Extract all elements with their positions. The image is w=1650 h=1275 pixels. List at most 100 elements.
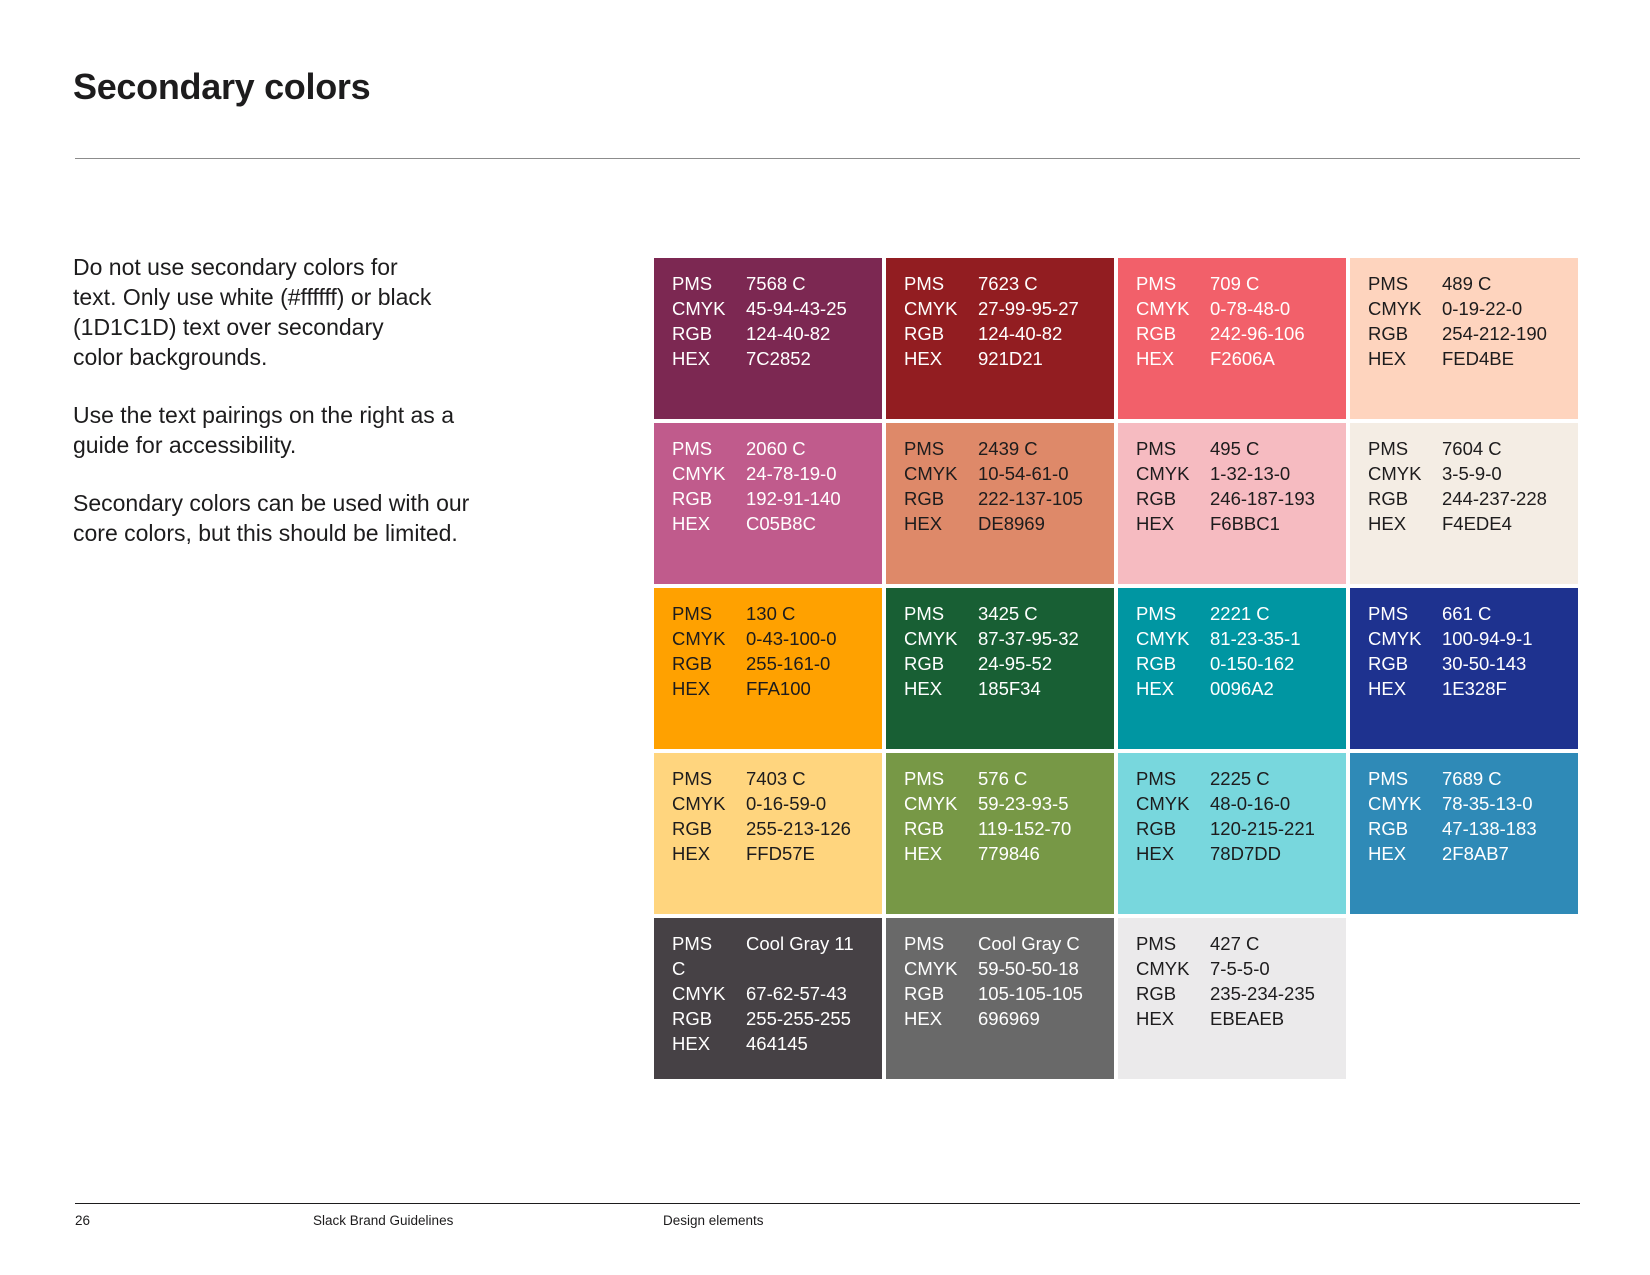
- page-title: Secondary colors: [73, 66, 371, 107]
- intro-paragraph: Use the text pairings on the right as a …: [73, 402, 454, 458]
- swatch-pms-label: PMS: [672, 768, 713, 789]
- swatch-hex-value: 78D7DD: [1210, 843, 1281, 864]
- swatch-hex-row: HEX 1E328F: [1368, 676, 1578, 701]
- swatch-cmyk-value: 87-37-95-32: [978, 628, 1079, 649]
- swatch-hex-value: 185F34: [978, 678, 1041, 699]
- swatch-rgb-label: RGB: [1136, 488, 1177, 509]
- swatch-hex-row: HEX C05B8C: [672, 511, 882, 536]
- swatch-hex-label: HEX: [904, 843, 943, 864]
- color-swatch: PMS 495 C CMYK 1-32-13-0 RGB 246-187-193 HEX F6…: [1118, 423, 1346, 584]
- swatch-rgb-value: 235-234-235: [1210, 983, 1315, 1004]
- swatch-cmyk-row: CMYK 59-50-50-18: [904, 956, 1114, 981]
- color-swatch: PMS 661 C CMYK 100-94-9-1 RGB 30-50-143 HEX 1E3…: [1350, 588, 1578, 749]
- swatch-cmyk-value: 0-43-100-0: [746, 628, 837, 649]
- swatch-cmyk-row: CMYK 10-54-61-0: [904, 461, 1114, 486]
- swatch-cmyk-value: 78-35-13-0: [1442, 793, 1533, 814]
- swatch-hex-value: 696969: [978, 1008, 1040, 1029]
- swatch-pms-value: 7568 C: [746, 273, 806, 294]
- swatch-cmyk-row: CMYK 0-78-48-0: [1136, 296, 1346, 321]
- swatch-rgb-row: RGB 244-237-228: [1368, 486, 1578, 511]
- swatch-hex-label: HEX: [1136, 1008, 1175, 1029]
- swatch-pms-label: PMS: [1368, 273, 1409, 294]
- swatch-cmyk-row: CMYK 48-0-16-0: [1136, 791, 1346, 816]
- swatch-pms-label: PMS: [904, 273, 945, 294]
- swatch-rgb-row: RGB 24-95-52: [904, 651, 1114, 676]
- swatch-hex-label: HEX: [1136, 843, 1175, 864]
- swatch-hex-row: HEX 185F34: [904, 676, 1114, 701]
- swatch-cmyk-value: 0-78-48-0: [1210, 298, 1291, 319]
- swatch-rgb-value: 124-40-82: [978, 323, 1063, 344]
- swatch-cmyk-value: 0-19-22-0: [1442, 298, 1523, 319]
- swatch-cmyk-label: CMYK: [1136, 628, 1190, 649]
- swatch-rgb-value: 47-138-183: [1442, 818, 1537, 839]
- swatch-cmyk-row: CMYK 59-23-93-5: [904, 791, 1114, 816]
- swatch-cmyk-label: CMYK: [1368, 463, 1422, 484]
- swatch-cmyk-row: CMYK 7-5-5-0: [1136, 956, 1346, 981]
- swatch-rgb-value: 105-105-105: [978, 983, 1083, 1004]
- swatch-pms-value: 427 C: [1210, 933, 1260, 954]
- swatch-hex-value: F2606A: [1210, 348, 1275, 369]
- swatch-rgb-row: RGB 120-215-221: [1136, 816, 1346, 841]
- swatch-cmyk-label: CMYK: [1136, 298, 1190, 319]
- swatch-cmyk-label: CMYK: [904, 793, 958, 814]
- swatch-pms-value: Cool Gray C: [978, 933, 1080, 954]
- color-swatch: PMS 7568 C CMYK 45-94-43-25 RGB 124-40-82 HEX 7…: [654, 258, 882, 419]
- swatch-hex-row: HEX 2F8AB7: [1368, 841, 1578, 866]
- swatch-rgb-row: RGB 235-234-235: [1136, 981, 1346, 1006]
- title-divider: [75, 158, 1580, 159]
- swatch-pms-value: 7689 C: [1442, 768, 1502, 789]
- swatch-hex-label: HEX: [1136, 348, 1175, 369]
- swatch-pms-row: PMS 661 C: [1368, 601, 1578, 626]
- swatch-pms-value: 495 C: [1210, 438, 1260, 459]
- swatch-pms-row: PMS 3425 C: [904, 601, 1114, 626]
- swatch-pms-value: 2221 C: [1210, 603, 1270, 624]
- swatch-pms-row: PMS 2221 C: [1136, 601, 1346, 626]
- swatch-hex-row: HEX 921D21: [904, 346, 1114, 371]
- swatch-pms-value: 576 C: [978, 768, 1028, 789]
- swatch-pms-value: 7604 C: [1442, 438, 1502, 459]
- swatch-hex-value: FFA100: [746, 678, 811, 699]
- swatch-rgb-label: RGB: [904, 818, 945, 839]
- swatch-hex-row: HEX F4EDE4: [1368, 511, 1578, 536]
- swatch-rgb-row: RGB 255-255-255: [672, 1006, 882, 1031]
- swatch-pms-row: PMS 2225 C: [1136, 766, 1346, 791]
- swatch-hex-label: HEX: [672, 678, 711, 699]
- swatch-cmyk-row: CMYK 3-5-9-0: [1368, 461, 1578, 486]
- swatch-cmyk-label: CMYK: [904, 463, 958, 484]
- swatch-rgb-value: 192-91-140: [746, 488, 841, 509]
- swatch-rgb-value: 255-161-0: [746, 653, 831, 674]
- color-swatch: PMS 7689 C CMYK 78-35-13-0 RGB 47-138-183 HEX 2…: [1350, 753, 1578, 914]
- swatch-hex-label: HEX: [904, 1008, 943, 1029]
- swatch-rgb-row: RGB 242-96-106: [1136, 321, 1346, 346]
- swatch-hex-label: HEX: [672, 348, 711, 369]
- swatch-pms-label: PMS: [1368, 768, 1409, 789]
- swatch-pms-label: PMS: [904, 438, 945, 459]
- swatch-rgb-row: RGB 105-105-105: [904, 981, 1114, 1006]
- swatch-rgb-label: RGB: [1136, 653, 1177, 674]
- swatch-cmyk-value: 100-94-9-1: [1442, 628, 1533, 649]
- swatch-pms-value: 2060 C: [746, 438, 806, 459]
- swatch-rgb-value: 124-40-82: [746, 323, 831, 344]
- intro-paragraph: Do not use secondary colors for text. On…: [73, 254, 432, 370]
- swatch-pms-label: PMS: [672, 273, 713, 294]
- swatch-pms-label: PMS: [672, 603, 713, 624]
- swatch-rgb-label: RGB: [672, 818, 713, 839]
- swatch-rgb-label: RGB: [904, 488, 945, 509]
- color-swatch: PMS 2439 C CMYK 10-54-61-0 RGB 222-137-105 HEX…: [886, 423, 1114, 584]
- color-swatch: PMS 2221 C CMYK 81-23-35-1 RGB 0-150-162 HEX 00…: [1118, 588, 1346, 749]
- swatch-cmyk-label: CMYK: [672, 793, 726, 814]
- swatch-rgb-row: RGB 124-40-82: [672, 321, 882, 346]
- swatch-rgb-row: RGB 255-161-0: [672, 651, 882, 676]
- swatch-hex-value: 464145: [746, 1033, 808, 1054]
- color-swatch: PMS 7604 C CMYK 3-5-9-0 RGB 244-237-228 HEX F4E…: [1350, 423, 1578, 584]
- swatch-rgb-label: RGB: [1368, 653, 1409, 674]
- swatch-rgb-label: RGB: [672, 1008, 713, 1029]
- swatch-rgb-row: RGB 255-213-126: [672, 816, 882, 841]
- swatch-pms-row: PMS Cool Gray 11 C: [672, 931, 882, 981]
- swatch-cmyk-value: 48-0-16-0: [1210, 793, 1291, 814]
- page-number: 26: [75, 1213, 91, 1228]
- color-swatch: PMS 709 C CMYK 0-78-48-0 RGB 242-96-106 HEX F26…: [1118, 258, 1346, 419]
- swatch-rgb-label: RGB: [672, 488, 713, 509]
- swatch-rgb-value: 255-255-255: [746, 1008, 851, 1029]
- swatch-pms-label: PMS: [1136, 603, 1177, 624]
